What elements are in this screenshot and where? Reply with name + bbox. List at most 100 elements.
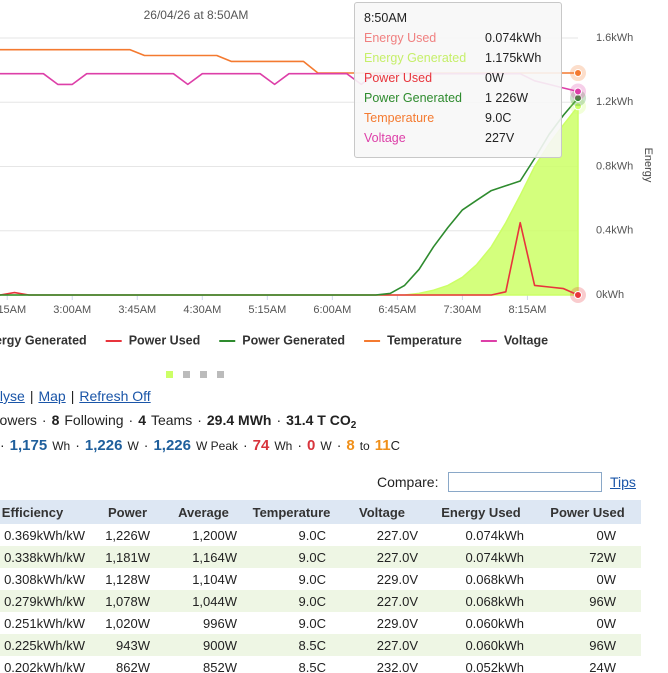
tips-link[interactable]: Tips — [610, 474, 636, 490]
column-header[interactable]: Power — [95, 500, 160, 524]
table-cell: 232.0V — [376, 659, 418, 673]
stat-text: | — [29, 388, 34, 404]
table-row: 0.279kWh/kW 1,078W 1,044W 9.0C 227.0V 0.068kW… — [0, 590, 641, 612]
stat-text: Following — [64, 412, 124, 428]
column-header[interactable]: Average — [160, 500, 247, 524]
link[interactable]: Analyse — [0, 388, 25, 404]
tooltip-label: Power Generated — [364, 91, 462, 105]
hover-marker — [574, 102, 582, 111]
legend-item[interactable]: Energy Generated — [0, 333, 87, 347]
table-cell: 1,128W — [105, 571, 150, 587]
link[interactable]: Refresh Off — [79, 388, 151, 404]
stats-line: · 1,175 Wh · 1,226 W · 1,226 W Peak · 74 Wh · 0 W · 8 to 1… — [0, 437, 400, 454]
table-cell: 1,078W — [95, 590, 160, 612]
table-row: 0.308kWh/kW 1,128W 1,104W 9.0C 229.0V 0.068kW… — [0, 568, 641, 590]
table-cell: 227.0V — [336, 546, 428, 568]
table-cell: 0.068kWh — [465, 571, 524, 587]
stat-text: | — [70, 388, 75, 404]
table-cell: 0.060kWh — [465, 615, 524, 631]
table-cell: 0.074kWh — [465, 527, 524, 543]
table-cell: 227.0V — [376, 527, 418, 543]
series-line — [0, 97, 579, 296]
hover-marker — [574, 87, 582, 96]
stat-text: 1,175 — [9, 437, 48, 454]
tooltip-time: 8:50AM — [364, 11, 408, 25]
table-cell: 9.0C — [298, 527, 326, 543]
stat-text: · — [128, 412, 134, 428]
stat-text: · — [197, 412, 202, 428]
column-header[interactable]: Voltage — [336, 500, 428, 524]
column-header[interactable]: Temperature — [247, 500, 336, 524]
table-header: Efficiency Power Average Temperature Voltage… — [0, 500, 641, 524]
tooltip-label: Energy Used — [364, 31, 437, 45]
table-cell: 0.068kWh — [428, 590, 534, 612]
stat-text: · — [297, 437, 303, 453]
tooltip-value: 227V — [485, 131, 515, 145]
stat-text: · — [143, 437, 149, 453]
link[interactable]: Map — [38, 388, 66, 404]
table-cell: 1,200W — [192, 527, 237, 543]
tooltip: 8:50AM Energy Used 0.074kWh Energy Generate… — [354, 2, 562, 158]
column-header[interactable]: Efficiency — [0, 500, 95, 524]
y-tick-label: 0.8kWh — [596, 160, 633, 172]
table-cell: 96W — [534, 634, 641, 656]
tooltip-value: 1 226W — [485, 91, 529, 105]
page-dot-active[interactable] — [166, 371, 173, 378]
stat-text: 2 — [350, 420, 357, 431]
table-cell: 943W — [95, 634, 160, 656]
table-cell: 0.074kWh — [428, 546, 534, 568]
table-cell: 229.0V — [376, 615, 418, 631]
table-cell: 0.308kWh/kW — [4, 571, 85, 587]
table-row: 0.251kWh/kW 1,020W 996W 9.0C 229.0V 0.060kWh 0… — [0, 612, 641, 634]
page-dot[interactable] — [183, 371, 190, 378]
compare-input[interactable] — [448, 472, 602, 492]
stat-text: · — [41, 412, 47, 428]
y-tick-label: 1.6kWh — [596, 32, 633, 44]
tooltip-label: Voltage — [364, 131, 406, 145]
table-cell: 0.202kWh/kW — [4, 659, 85, 673]
stat-text: 74 — [252, 437, 270, 454]
page-dot[interactable] — [200, 371, 207, 378]
table-cell: 8.5C — [298, 659, 326, 673]
x-tick-label: 6:00AM — [313, 304, 351, 316]
table-cell: 1,164W — [160, 546, 247, 568]
table-cell: 0.052kWh — [465, 659, 524, 673]
table-cell: 0.251kWh/kW — [4, 615, 85, 631]
page-dot[interactable] — [217, 371, 224, 378]
stat-text: 8 — [346, 437, 355, 454]
column-header[interactable]: Energy Used — [428, 500, 534, 524]
y-tick-label: 0.4kWh — [596, 225, 633, 237]
stat-text: W — [320, 439, 332, 453]
legend-item[interactable]: Power Generated — [242, 333, 345, 347]
table-cell: 0.225kWh/kW — [0, 634, 95, 656]
legend-item[interactable]: Temperature — [387, 333, 462, 347]
stat-text: 11 — [374, 437, 391, 454]
stat-text: 4 — [138, 412, 146, 428]
table-cell: 227.0V — [336, 634, 428, 656]
compare-label: Compare: — [377, 474, 439, 490]
table-cell: 852W — [203, 659, 237, 673]
chart: 26/04/26 at 8:50AM Energy 0kWh 0.4kWh 0.8k… — [0, 8, 654, 378]
tooltip-value: 1.175kWh — [485, 51, 542, 65]
x-tick-label: 2:15AM — [0, 304, 26, 316]
stat-text: · — [0, 437, 5, 453]
table-cell: 900W — [160, 634, 247, 656]
legend-item[interactable]: Power Used — [129, 333, 201, 347]
pagination-dots — [166, 371, 224, 378]
stat-text: 29.4 MWh — [206, 412, 272, 428]
legend-item[interactable]: Voltage — [504, 333, 548, 347]
stat-text: · — [243, 437, 248, 453]
table-cell: 0W — [596, 527, 617, 543]
stat-text: 1,226 — [153, 437, 191, 454]
stat-text: W Peak — [195, 439, 238, 453]
stat-text: Wh — [274, 439, 293, 453]
nav-links: Analyse|Map|Refresh Off — [0, 388, 151, 404]
chart-subtitle: 26/04/26 at 8:50AM — [144, 8, 249, 22]
y-axis-title: Energy — [642, 148, 654, 183]
tooltip-value: 9.0C — [485, 111, 512, 125]
tooltip-value: 0W — [485, 71, 504, 85]
table-cell: 0.060kWh — [428, 634, 534, 656]
column-header[interactable]: Power Used — [534, 500, 641, 524]
